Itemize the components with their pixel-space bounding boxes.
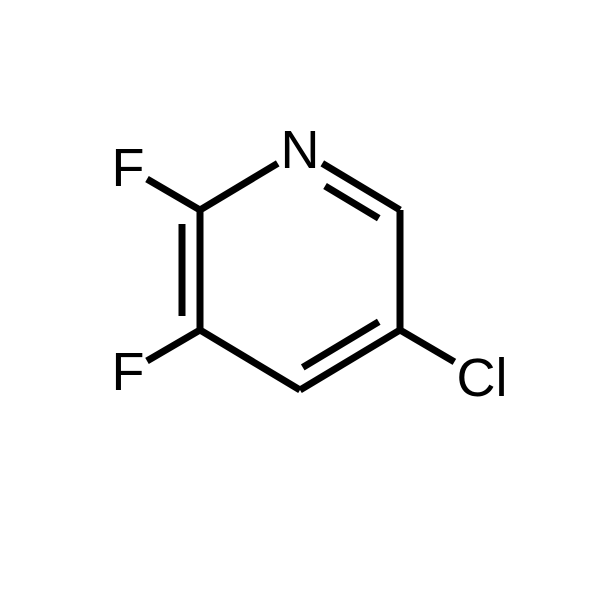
atom-label-cl: Cl: [457, 348, 508, 408]
atom-label-f: F: [112, 138, 145, 198]
atom-label-n: N: [281, 120, 320, 180]
molecule-diagram: N F F Cl: [0, 0, 600, 600]
atom-label-f: F: [112, 342, 145, 402]
